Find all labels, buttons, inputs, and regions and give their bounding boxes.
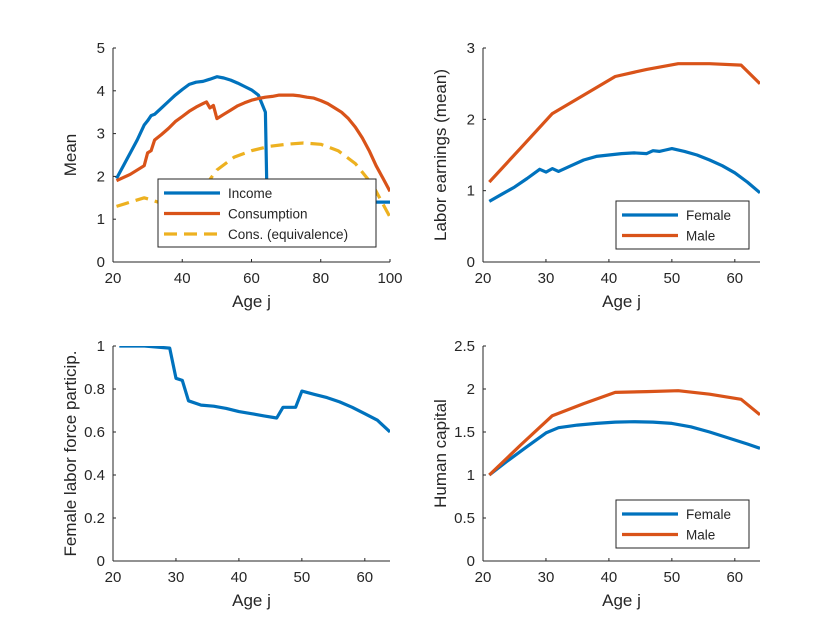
x-tick-label: 40 — [231, 569, 248, 586]
legend-label: Income — [228, 186, 272, 201]
y-tick-label: 0.6 — [84, 424, 105, 441]
y-tick-label: 0.5 — [454, 510, 475, 527]
x-axis-label: Age j — [602, 292, 641, 311]
y-tick-label: 0 — [467, 553, 475, 570]
y-tick-label: 1 — [97, 338, 105, 355]
x-axis-label: Age j — [602, 591, 641, 610]
legend-label: Cons. (equivalence) — [228, 227, 348, 242]
y-tick-label: 2.5 — [454, 338, 475, 355]
series-line-male — [488, 389, 760, 477]
y-axis-label: Labor earnings (mean) — [431, 69, 450, 241]
x-tick-label: 60 — [726, 569, 743, 586]
y-axis-label: Female labor force particip. — [61, 351, 80, 557]
legend-box — [615, 200, 750, 250]
y-tick-label: 3 — [97, 126, 105, 143]
series-line-income — [115, 75, 390, 204]
x-axis-label: Age j — [232, 591, 271, 610]
y-tick-label: 4 — [97, 83, 105, 100]
y-tick-label: 1 — [467, 467, 475, 484]
y-tick-label: 5 — [97, 40, 105, 57]
y-tick-label: 1.5 — [454, 424, 475, 441]
x-tick-label: 100 — [377, 270, 402, 287]
y-tick-label: 0 — [467, 254, 475, 271]
x-tick-label: 50 — [664, 270, 681, 287]
legend-label: Consumption — [228, 207, 308, 222]
x-tick-label: 20 — [105, 270, 122, 287]
legend-label: Male — [686, 528, 715, 543]
x-tick-label: 20 — [475, 569, 492, 586]
y-tick-label: 2 — [467, 381, 475, 398]
x-tick-label: 30 — [168, 569, 185, 586]
x-axis-label: Age j — [232, 292, 271, 311]
x-tick-label: 40 — [601, 569, 618, 586]
legend: Female Male — [615, 499, 750, 549]
y-axis-label: Mean — [61, 134, 80, 177]
x-tick-label: 60 — [243, 270, 260, 287]
legend-label: Female — [686, 208, 731, 223]
series-line-female — [488, 147, 760, 203]
x-tick-label: 20 — [475, 270, 492, 287]
subplot-2: 20 30 40 50 60 0 1 2 3 Age j Labor earnings (mean)… — [431, 40, 760, 311]
y-tick-label: 1 — [97, 211, 105, 228]
x-tick-label: 20 — [105, 569, 122, 586]
x-tick-label: 40 — [601, 270, 618, 287]
subplot-3: 20 30 40 50 60 0 0.2 0.4 0.6 0.8 1 Age j Female labo… — [61, 338, 390, 610]
x-tick-label: 50 — [294, 569, 311, 586]
x-tick-label: 60 — [726, 270, 743, 287]
series-line-consumption — [115, 93, 390, 193]
series-line-1 — [119, 346, 390, 434]
series-line-male — [488, 62, 760, 184]
y-tick-label: 0 — [97, 553, 105, 570]
legend-label: Female — [686, 507, 731, 522]
x-tick-label: 50 — [664, 569, 681, 586]
x-tick-label: 60 — [356, 569, 373, 586]
legend-label: Male — [686, 229, 715, 244]
y-tick-label: 0.2 — [84, 510, 105, 527]
subplot-1: 20 40 60 80 100 0 1 2 3 4 5 Age j Mean Income Consumpt… — [61, 40, 403, 311]
y-tick-label: 2 — [97, 168, 105, 185]
y-tick-label: 1 — [467, 183, 475, 200]
series-line-cons-equivalence — [116, 141, 390, 218]
x-tick-label: 30 — [538, 270, 555, 287]
subplot-4: 20 30 40 50 60 0 0.5 1 1.5 2 2.5 Age j Human capital… — [431, 338, 760, 610]
x-tick-label: 80 — [312, 270, 329, 287]
y-tick-label: 3 — [467, 40, 475, 57]
x-tick-label: 40 — [174, 270, 191, 287]
series-line-female — [488, 420, 760, 477]
legend: Income Consumption Cons. (equivalence) — [157, 178, 377, 248]
legend-box — [615, 499, 750, 549]
x-tick-label: 30 — [538, 569, 555, 586]
legend: Female Male — [615, 200, 750, 250]
y-tick-label: 0 — [97, 254, 105, 271]
y-tick-label: 2 — [467, 111, 475, 128]
y-tick-label: 0.8 — [84, 381, 105, 398]
y-tick-label: 0.4 — [84, 467, 105, 484]
y-axis-label: Human capital — [431, 399, 450, 508]
